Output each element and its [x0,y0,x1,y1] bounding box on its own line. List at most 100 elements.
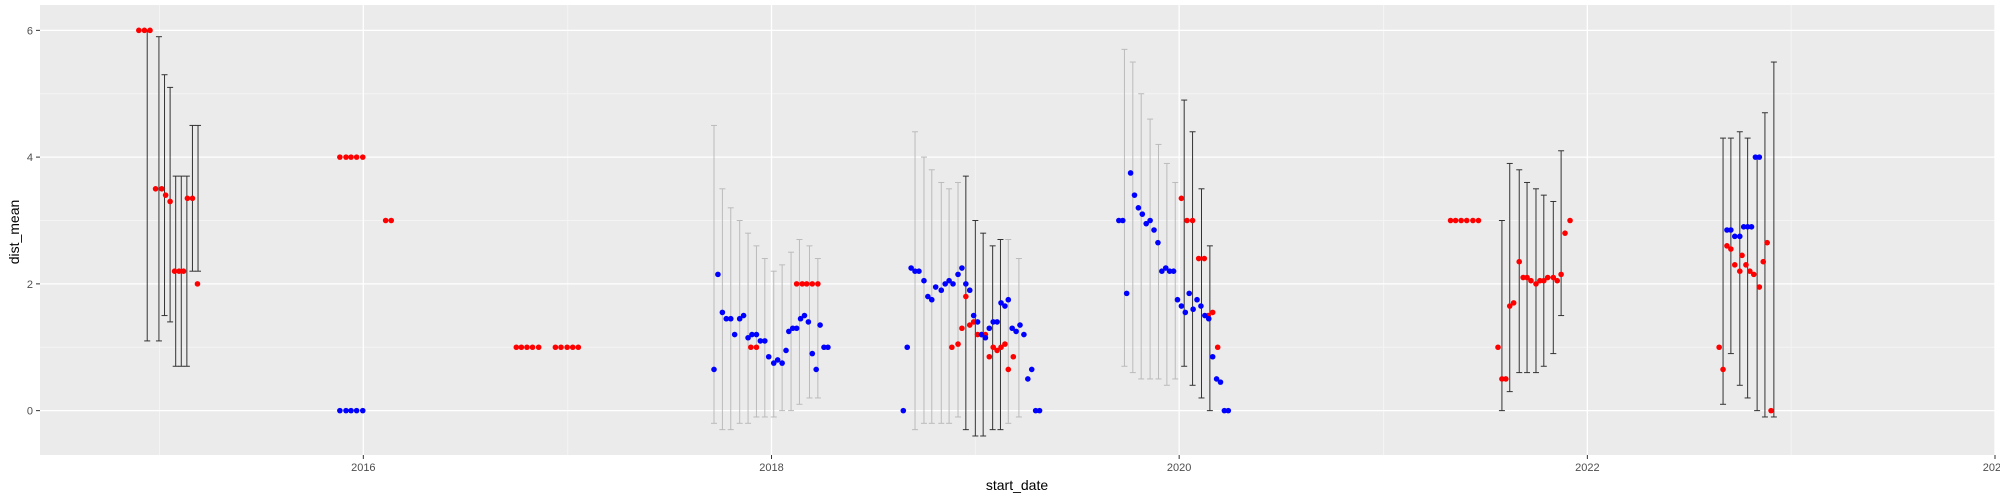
error-bars [144,29,1777,437]
red-point [529,344,536,351]
blue-point [1744,224,1751,230]
red-point [1528,277,1534,284]
blue-point [1032,407,1039,414]
red-point [1524,274,1530,281]
blue-point [343,407,349,414]
red-point [180,268,187,274]
blue-point [932,284,939,290]
blue-point [711,366,717,373]
blue-point [921,277,927,284]
blue-point [1217,379,1224,385]
red-point [141,27,148,34]
red-point [1510,300,1517,306]
red-point [1201,255,1208,262]
blue-point [1009,325,1015,332]
blue-point [762,338,768,344]
red-point [1520,274,1526,281]
red-point [1724,243,1730,249]
red-point [1739,252,1745,259]
blue-point [740,312,747,319]
red-point [388,217,395,224]
blue-point [1190,306,1196,313]
blue-point [749,331,755,338]
red-point [1516,258,1523,265]
red-point [136,27,142,34]
red-point [1743,262,1749,268]
blue-point [774,357,781,363]
blue-point [745,334,751,341]
red-point [803,281,810,287]
red-point [955,341,961,347]
red-point [1747,268,1753,274]
red-point [1750,271,1757,278]
blue-point [1731,233,1738,240]
red-point [809,281,816,287]
blue-point [959,265,965,271]
blue-point [1028,366,1035,373]
blue-point [942,281,948,287]
blue-point [757,338,764,344]
red-point [986,353,993,360]
blue-point [1131,192,1138,198]
blue-point [1728,227,1734,233]
red-point [1002,341,1008,347]
red-point [998,344,1004,351]
red-point [359,154,366,160]
blue-point [1155,239,1161,246]
red-point [753,344,760,351]
blue-point [1225,407,1232,414]
blue-point [817,322,823,328]
blue-point [1748,224,1755,230]
red-point [963,293,969,300]
blue-point [974,319,981,325]
blue-point [753,331,760,338]
blue-point [1002,303,1008,309]
blue-point [1017,322,1023,328]
blue-point [1756,154,1763,160]
blue-point [904,344,911,351]
red-point [1567,217,1573,224]
blue-point [1182,309,1189,316]
blue-point [1127,170,1134,176]
red-point [970,319,977,325]
y-tick-label: 6 [27,25,33,37]
blue-point [1123,290,1130,297]
blue-point [359,407,366,414]
x-tick-label: 2016 [351,462,375,474]
blue-point [1724,227,1730,233]
blue-point [1116,217,1122,224]
red-point [1731,262,1738,268]
red-point [1764,239,1770,246]
blue-point [809,350,816,357]
blue-point [797,315,804,322]
red-point [558,344,564,351]
red-point [1537,277,1543,284]
x-tick-label: 2018 [759,462,783,474]
blue-point [912,268,918,274]
blue-point [966,287,973,294]
red-point [152,186,159,192]
x-tick-label: 2022 [1575,462,1599,474]
red-point [1184,217,1190,224]
blue-point [1752,154,1759,160]
blue-point [348,407,354,414]
red-point [1503,376,1509,382]
red-point [1010,353,1017,360]
red-point [1558,271,1564,278]
blue-point [1194,296,1200,303]
red-point [1209,309,1216,316]
blue-point [779,360,785,366]
blue-point [1198,303,1204,309]
blue-point [900,407,907,414]
blue-point [982,334,989,341]
blue-point [715,271,721,278]
blue-point [946,277,952,284]
blue-point [1737,233,1743,240]
red-point [1737,268,1743,274]
red-point [1005,366,1012,373]
red-point [1475,217,1482,224]
red-point [959,325,965,332]
blue-point [805,319,812,325]
